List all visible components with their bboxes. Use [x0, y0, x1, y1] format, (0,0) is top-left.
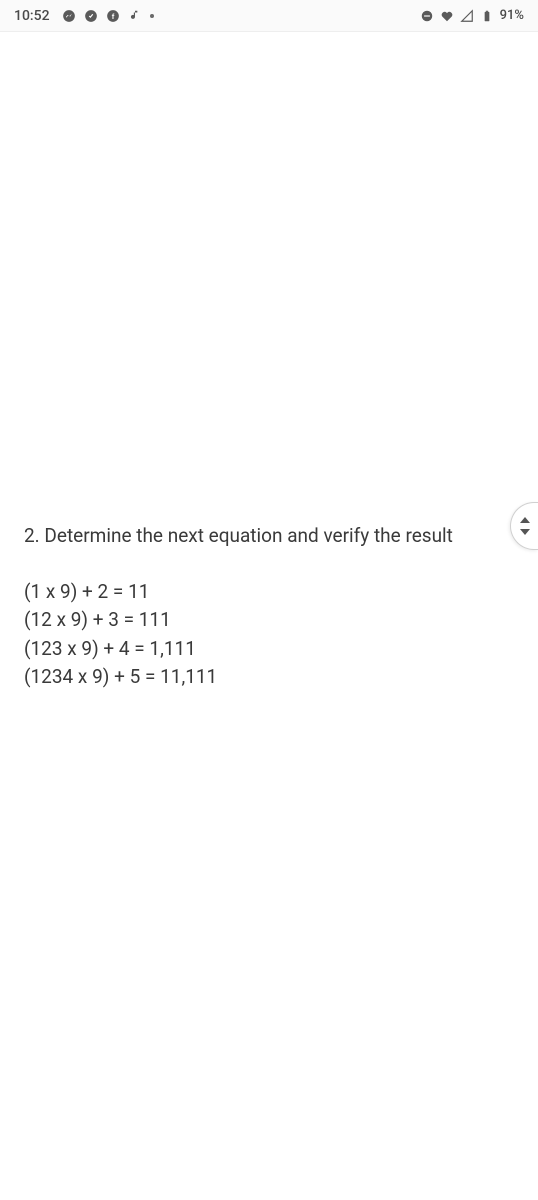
equation-line: (1234 x 9) + 5 = 11,111 [24, 663, 514, 692]
status-left: 10:52 f [14, 8, 154, 24]
signal-icon [460, 9, 474, 23]
status-right: 91% [420, 8, 524, 23]
equation-line: (12 x 9) + 3 = 111 [24, 606, 514, 635]
heart-down-icon [440, 9, 454, 23]
dnd-icon [420, 9, 434, 23]
question-prompt: 2. Determine the next equation and verif… [24, 522, 514, 550]
main-content: 2. Determine the next equation and verif… [0, 32, 538, 716]
equation-line: (1 x 9) + 2 = 11 [24, 578, 514, 607]
equations-list: (1 x 9) + 2 = 11 (12 x 9) + 3 = 111 (123… [24, 578, 514, 692]
music-note-icon [128, 9, 142, 23]
more-dot-icon [150, 14, 154, 18]
messenger-icon [62, 9, 76, 23]
battery-icon [480, 9, 494, 23]
stepper-up-icon[interactable] [520, 517, 530, 523]
check-circle-icon [84, 9, 98, 23]
status-bar: 10:52 f 91% [0, 0, 538, 32]
stepper-down-icon[interactable] [520, 529, 530, 535]
facebook-icon: f [106, 9, 120, 23]
battery-percentage: 91% [500, 8, 524, 23]
equation-line: (123 x 9) + 4 = 1,111 [24, 635, 514, 664]
status-time: 10:52 [14, 8, 50, 24]
